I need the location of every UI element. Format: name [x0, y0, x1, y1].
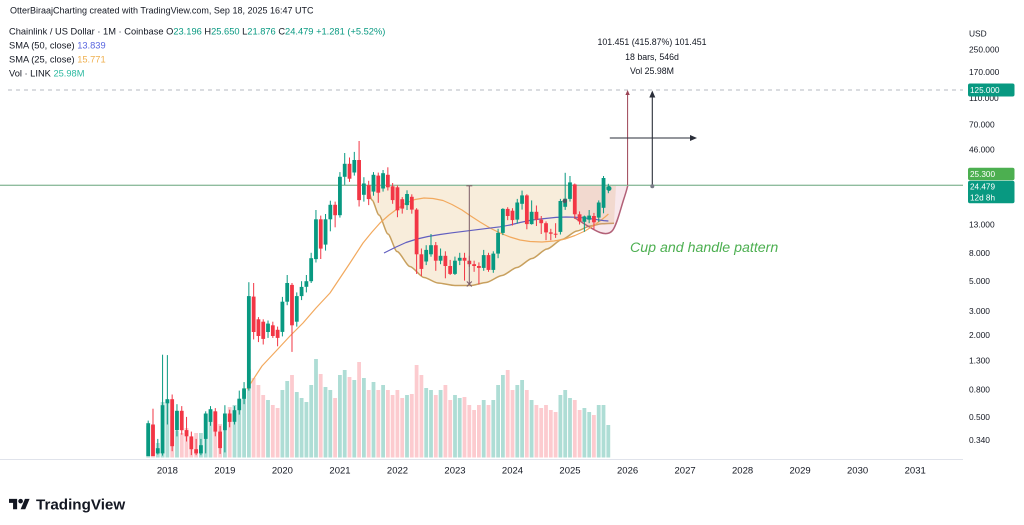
svg-text:5.000: 5.000 — [969, 276, 990, 286]
svg-text:1.300: 1.300 — [969, 356, 990, 366]
svg-text:110.000: 110.000 — [969, 93, 999, 103]
svg-text:2018: 2018 — [157, 466, 178, 477]
svg-text:2029: 2029 — [790, 466, 811, 477]
svg-text:Vol 25.98M: Vol 25.98M — [630, 66, 674, 76]
svg-text:8.000: 8.000 — [969, 248, 990, 258]
svg-text:70.000: 70.000 — [969, 120, 995, 130]
svg-text:0.340: 0.340 — [969, 435, 990, 445]
svg-text:2030: 2030 — [847, 466, 868, 477]
svg-text:125.000: 125.000 — [970, 86, 1000, 95]
svg-text:SMA (25, close) 15.771: SMA (25, close) 15.771 — [9, 55, 106, 65]
svg-text:2024: 2024 — [502, 466, 523, 477]
svg-text:0.500: 0.500 — [969, 412, 990, 422]
svg-text:25.300: 25.300 — [970, 170, 995, 179]
svg-text:2023: 2023 — [444, 466, 465, 477]
svg-text:13.000: 13.000 — [969, 219, 995, 229]
svg-text:24.479: 24.479 — [970, 183, 995, 192]
svg-text:OtterBiraajCharting created wi: OtterBiraajCharting created with Trading… — [10, 6, 314, 16]
svg-text:2020: 2020 — [272, 466, 293, 477]
svg-text:2028: 2028 — [732, 466, 753, 477]
svg-text:2027: 2027 — [675, 466, 696, 477]
svg-text:101.451 (415.87%) 101.451: 101.451 (415.87%) 101.451 — [597, 37, 706, 47]
svg-text:Chainlink / US Dollar · 1M · C: Chainlink / US Dollar · 1M · Coinbase O2… — [9, 27, 385, 37]
svg-text:2031: 2031 — [905, 466, 926, 477]
svg-text:SMA (50, close) 13.839: SMA (50, close) 13.839 — [9, 41, 106, 51]
svg-text:2021: 2021 — [329, 466, 350, 477]
svg-text:USD: USD — [969, 28, 987, 38]
svg-text:12d 8h: 12d 8h — [970, 193, 995, 202]
svg-text:2026: 2026 — [617, 466, 638, 477]
svg-text:Cup and handle pattern: Cup and handle pattern — [630, 240, 778, 256]
svg-text:2025: 2025 — [559, 466, 580, 477]
svg-text:18 bars, 546d: 18 bars, 546d — [625, 52, 679, 62]
svg-text:46.000: 46.000 — [969, 145, 995, 155]
svg-text:0.800: 0.800 — [969, 384, 990, 394]
svg-text:3.000: 3.000 — [969, 306, 990, 316]
svg-text:Vol · LINK 25.98M: Vol · LINK 25.98M — [9, 69, 84, 79]
svg-text:2019: 2019 — [214, 466, 235, 477]
svg-text:TradingView: TradingView — [36, 497, 125, 514]
svg-text:2022: 2022 — [387, 466, 408, 477]
svg-text:2.000: 2.000 — [969, 330, 990, 340]
svg-text:170.000: 170.000 — [969, 67, 1000, 77]
svg-text:250.000: 250.000 — [969, 44, 1000, 54]
